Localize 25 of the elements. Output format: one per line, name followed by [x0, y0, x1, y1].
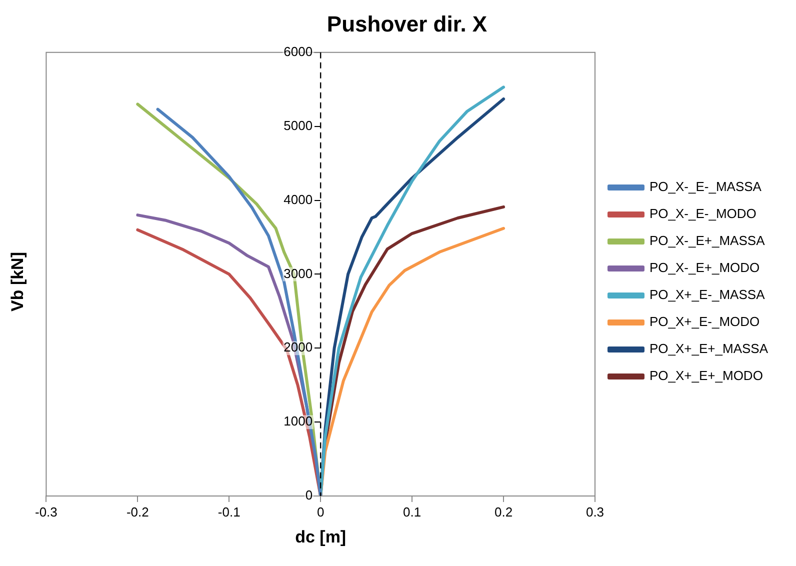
- x-tick-label: 0.2: [494, 504, 513, 520]
- legend-label: PO_X+_E+_MASSA: [649, 341, 768, 356]
- x-tick-label: 0: [316, 504, 324, 520]
- x-tick-label: -0.2: [126, 504, 149, 520]
- y-tick-label: 2000: [284, 340, 313, 355]
- legend-label: PO_X+_E-_MODO: [649, 314, 760, 330]
- chart-title: Pushover dir. X: [326, 11, 488, 36]
- x-tick-label: -0.1: [218, 504, 240, 520]
- x-tick-label: 0.3: [586, 504, 604, 520]
- legend-label: PO_X-_E+_MASSA: [649, 233, 766, 248]
- x-axis-title: dc [m]: [295, 527, 346, 546]
- y-tick-label: 1000: [284, 414, 313, 429]
- y-tick-label: 0: [305, 488, 313, 503]
- y-axis-title: Vb [kN]: [8, 252, 28, 312]
- legend-label: PO_X+_E-_MASSA: [649, 287, 766, 302]
- y-tick-label: 3000: [284, 266, 313, 281]
- legend-label: PO_X-_E+_MODO: [649, 260, 760, 276]
- x-tick-label: 0.1: [403, 504, 422, 520]
- legend-label: PO_X-_E-_MASSA: [649, 179, 762, 194]
- y-tick-label: 6000: [284, 44, 313, 59]
- legend-label: PO_X+_E+_MODO: [649, 368, 763, 384]
- y-tick-label: 4000: [284, 192, 313, 207]
- x-tick-label: -0.3: [34, 504, 58, 520]
- legend-label: PO_X-_E-_MODO: [649, 206, 756, 222]
- y-tick-label: 5000: [284, 118, 313, 133]
